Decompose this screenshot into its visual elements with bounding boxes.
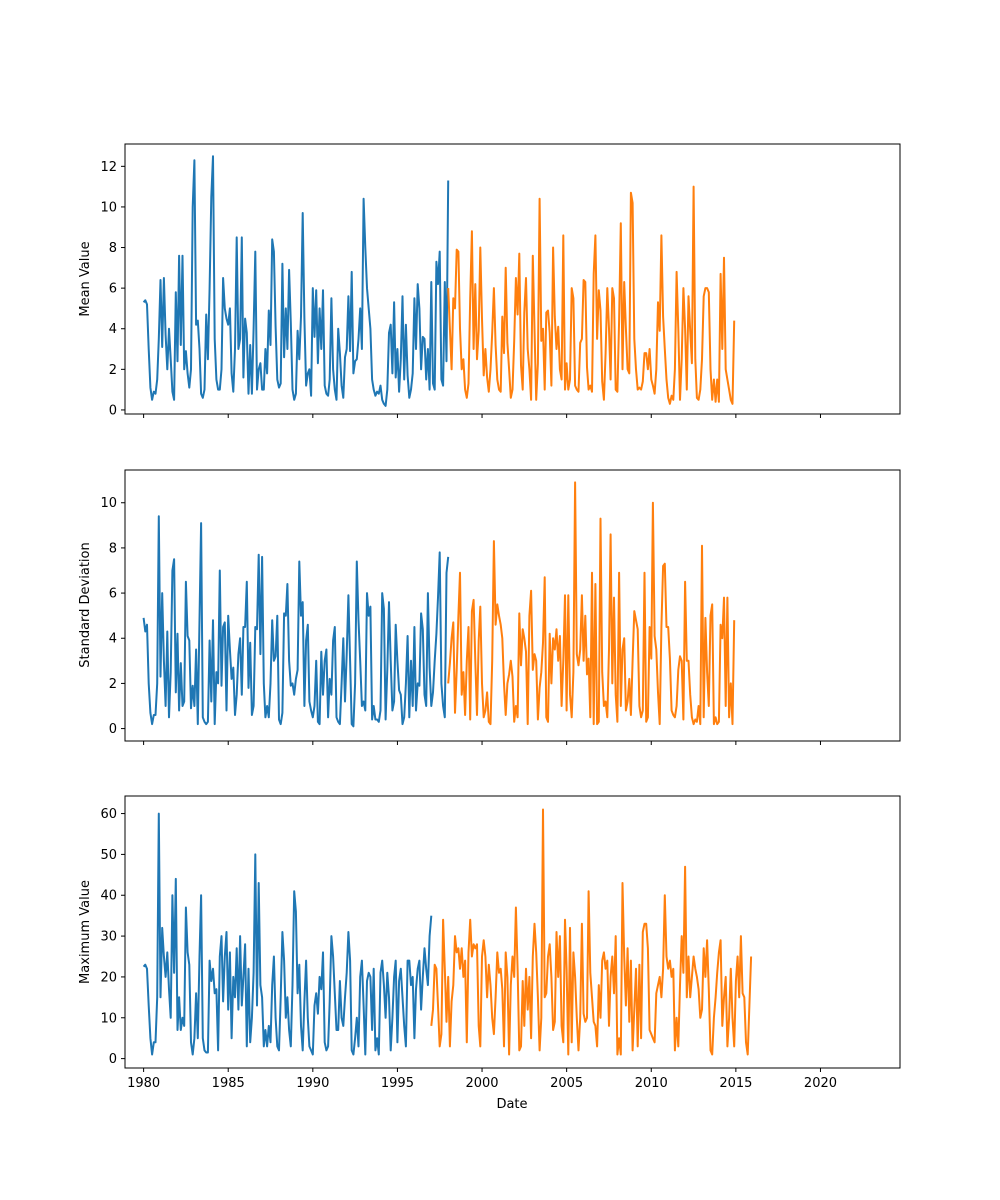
series-line-1 [142,515,450,728]
y-tick-label: 10 [100,1011,117,1026]
y-tick-label: 8 [109,241,117,256]
y-tick-label: 30 [100,930,117,945]
axes-frame [124,795,901,1069]
axes-frame [124,469,901,742]
y-tick-label: 20 [100,970,117,985]
panel-maximum-value: 0 10 20 30 40 50 60 1980 1985 1990 1995 2000 2005 20… [78,795,901,1112]
y-axis-label: Maximum Value [78,880,93,984]
x-tick-label: 2010 [635,1076,668,1091]
x-axis-label: Date [496,1097,527,1112]
y-tick-label: 0 [109,403,117,418]
x-tick-label: 1985 [212,1076,245,1091]
y-axis-label: Mean Value [78,241,93,316]
y-tick-label: 40 [100,889,117,904]
series-line-2 [430,808,753,1056]
y-tick-label: 8 [109,541,117,556]
y-tick-label: 10 [100,496,117,511]
y-tick-label: 4 [109,632,117,647]
y-tick-label: 2 [109,363,117,378]
x-tick-label: 2005 [550,1076,583,1091]
y-tick-label: 0 [109,1052,117,1067]
y-tick-label: 12 [100,160,117,175]
x-tick-label: 1990 [296,1076,329,1091]
series-line-2 [447,481,736,726]
y-tick-label: 60 [100,807,117,822]
y-tick-label: 10 [100,200,117,215]
x-tick-label: 2000 [465,1076,498,1091]
y-tick-label: 2 [109,677,117,692]
y-tick-label: 0 [109,722,117,737]
x-tick-label: 2015 [719,1076,752,1091]
panel-mean-value: 0 2 4 6 8 10 12 Mean Value [78,143,901,418]
y-tick-label: 6 [109,587,117,602]
y-axis-label: Standard Deviation [78,542,93,667]
axes-frame [124,143,901,415]
series-line-1 [142,812,433,1056]
x-tick-label: 2020 [804,1076,837,1091]
x-tick-label: 1995 [381,1076,414,1091]
series-line-2 [447,185,736,405]
panel-standard-deviation: 0 2 4 6 8 10 Standard Deviation [78,469,901,745]
y-tick-label: 6 [109,282,117,297]
y-tick-label: 4 [109,322,117,337]
y-tick-label: 50 [100,848,117,863]
x-tick-label: 1980 [127,1076,160,1091]
series-line-1 [142,155,450,407]
